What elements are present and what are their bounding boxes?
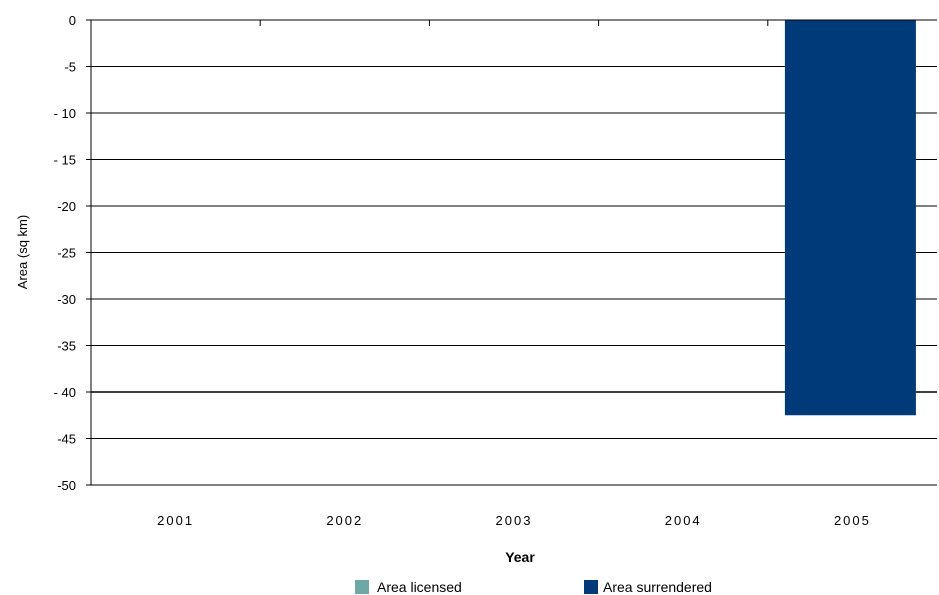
legend-label: Area surrendered <box>603 579 712 595</box>
x-tick-label: 2002 <box>326 513 363 528</box>
x-tick-label: 2003 <box>496 513 533 528</box>
legend: Area licensed Area surrendered <box>355 579 712 595</box>
y-tick-label: -45 <box>57 432 76 447</box>
legend-label: Area licensed <box>377 579 462 595</box>
x-tick-label: 2004 <box>665 513 702 528</box>
x-axis-title: Year <box>505 549 535 565</box>
bar <box>784 20 916 416</box>
x-tick-label: 2005 <box>834 513 871 528</box>
y-tick-label: -5 <box>64 60 76 75</box>
y-tick-label: -35 <box>57 339 76 354</box>
y-tick-label: -50 <box>57 478 76 493</box>
bars <box>784 20 916 416</box>
grid-lines <box>91 66 937 439</box>
y-tick-label: - 15 <box>54 153 76 168</box>
y-tick-label: -20 <box>57 199 76 214</box>
y-tick-label: - 40 <box>54 385 76 400</box>
y-axis-title: Area (sq km) <box>15 215 30 289</box>
y-tick-label: -25 <box>57 246 76 261</box>
y-tick-labels: 0 -5 - 10 - 15 -20 -25 -30 -35 - 40 -45 -50 <box>54 13 76 493</box>
x-tick-label: 2001 <box>157 513 194 528</box>
x-tick-labels: 2001 2002 2003 2004 2005 <box>157 513 871 528</box>
y-tick-label: 0 <box>69 13 76 28</box>
y-tick-label: - 10 <box>54 106 76 121</box>
legend-swatch <box>584 580 598 594</box>
axes <box>86 19 937 486</box>
legend-swatch <box>355 580 369 594</box>
y-tick-label: -30 <box>57 292 76 307</box>
